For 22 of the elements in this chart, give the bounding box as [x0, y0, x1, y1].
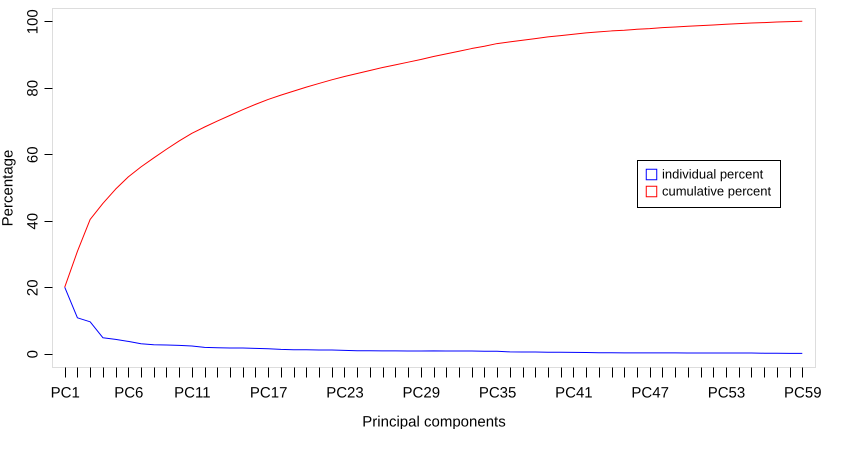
x-tick-label: PC59 [784, 384, 822, 402]
x-tick-label: PC11 [174, 384, 211, 402]
y-tick-label: 100 [24, 9, 42, 34]
y-tick-label: 20 [24, 279, 42, 296]
y-tick-label: 80 [24, 80, 42, 97]
x-tick-label: PC35 [478, 384, 516, 402]
line-series [64, 20, 803, 288]
x-tick-label: PC29 [402, 384, 440, 402]
x-tick-label: PC41 [555, 384, 593, 402]
line-series [64, 286, 803, 354]
x-tick-label: PC1 [50, 384, 80, 402]
y-axis-title: Percentage [0, 150, 16, 226]
x-tick-label: PC6 [114, 384, 144, 402]
x-tick-label: PC47 [631, 384, 669, 402]
x-tick-label: PC17 [250, 384, 288, 402]
legend-label: cumulative percent [662, 184, 772, 198]
x-tick-label: PC23 [326, 384, 364, 402]
y-tick-label: 40 [24, 212, 42, 230]
y-tick-label: 0 [24, 350, 42, 358]
legend-label: individual percent [662, 166, 764, 182]
x-tick-label: PC53 [708, 384, 746, 402]
y-tick-label: 60 [24, 146, 42, 164]
